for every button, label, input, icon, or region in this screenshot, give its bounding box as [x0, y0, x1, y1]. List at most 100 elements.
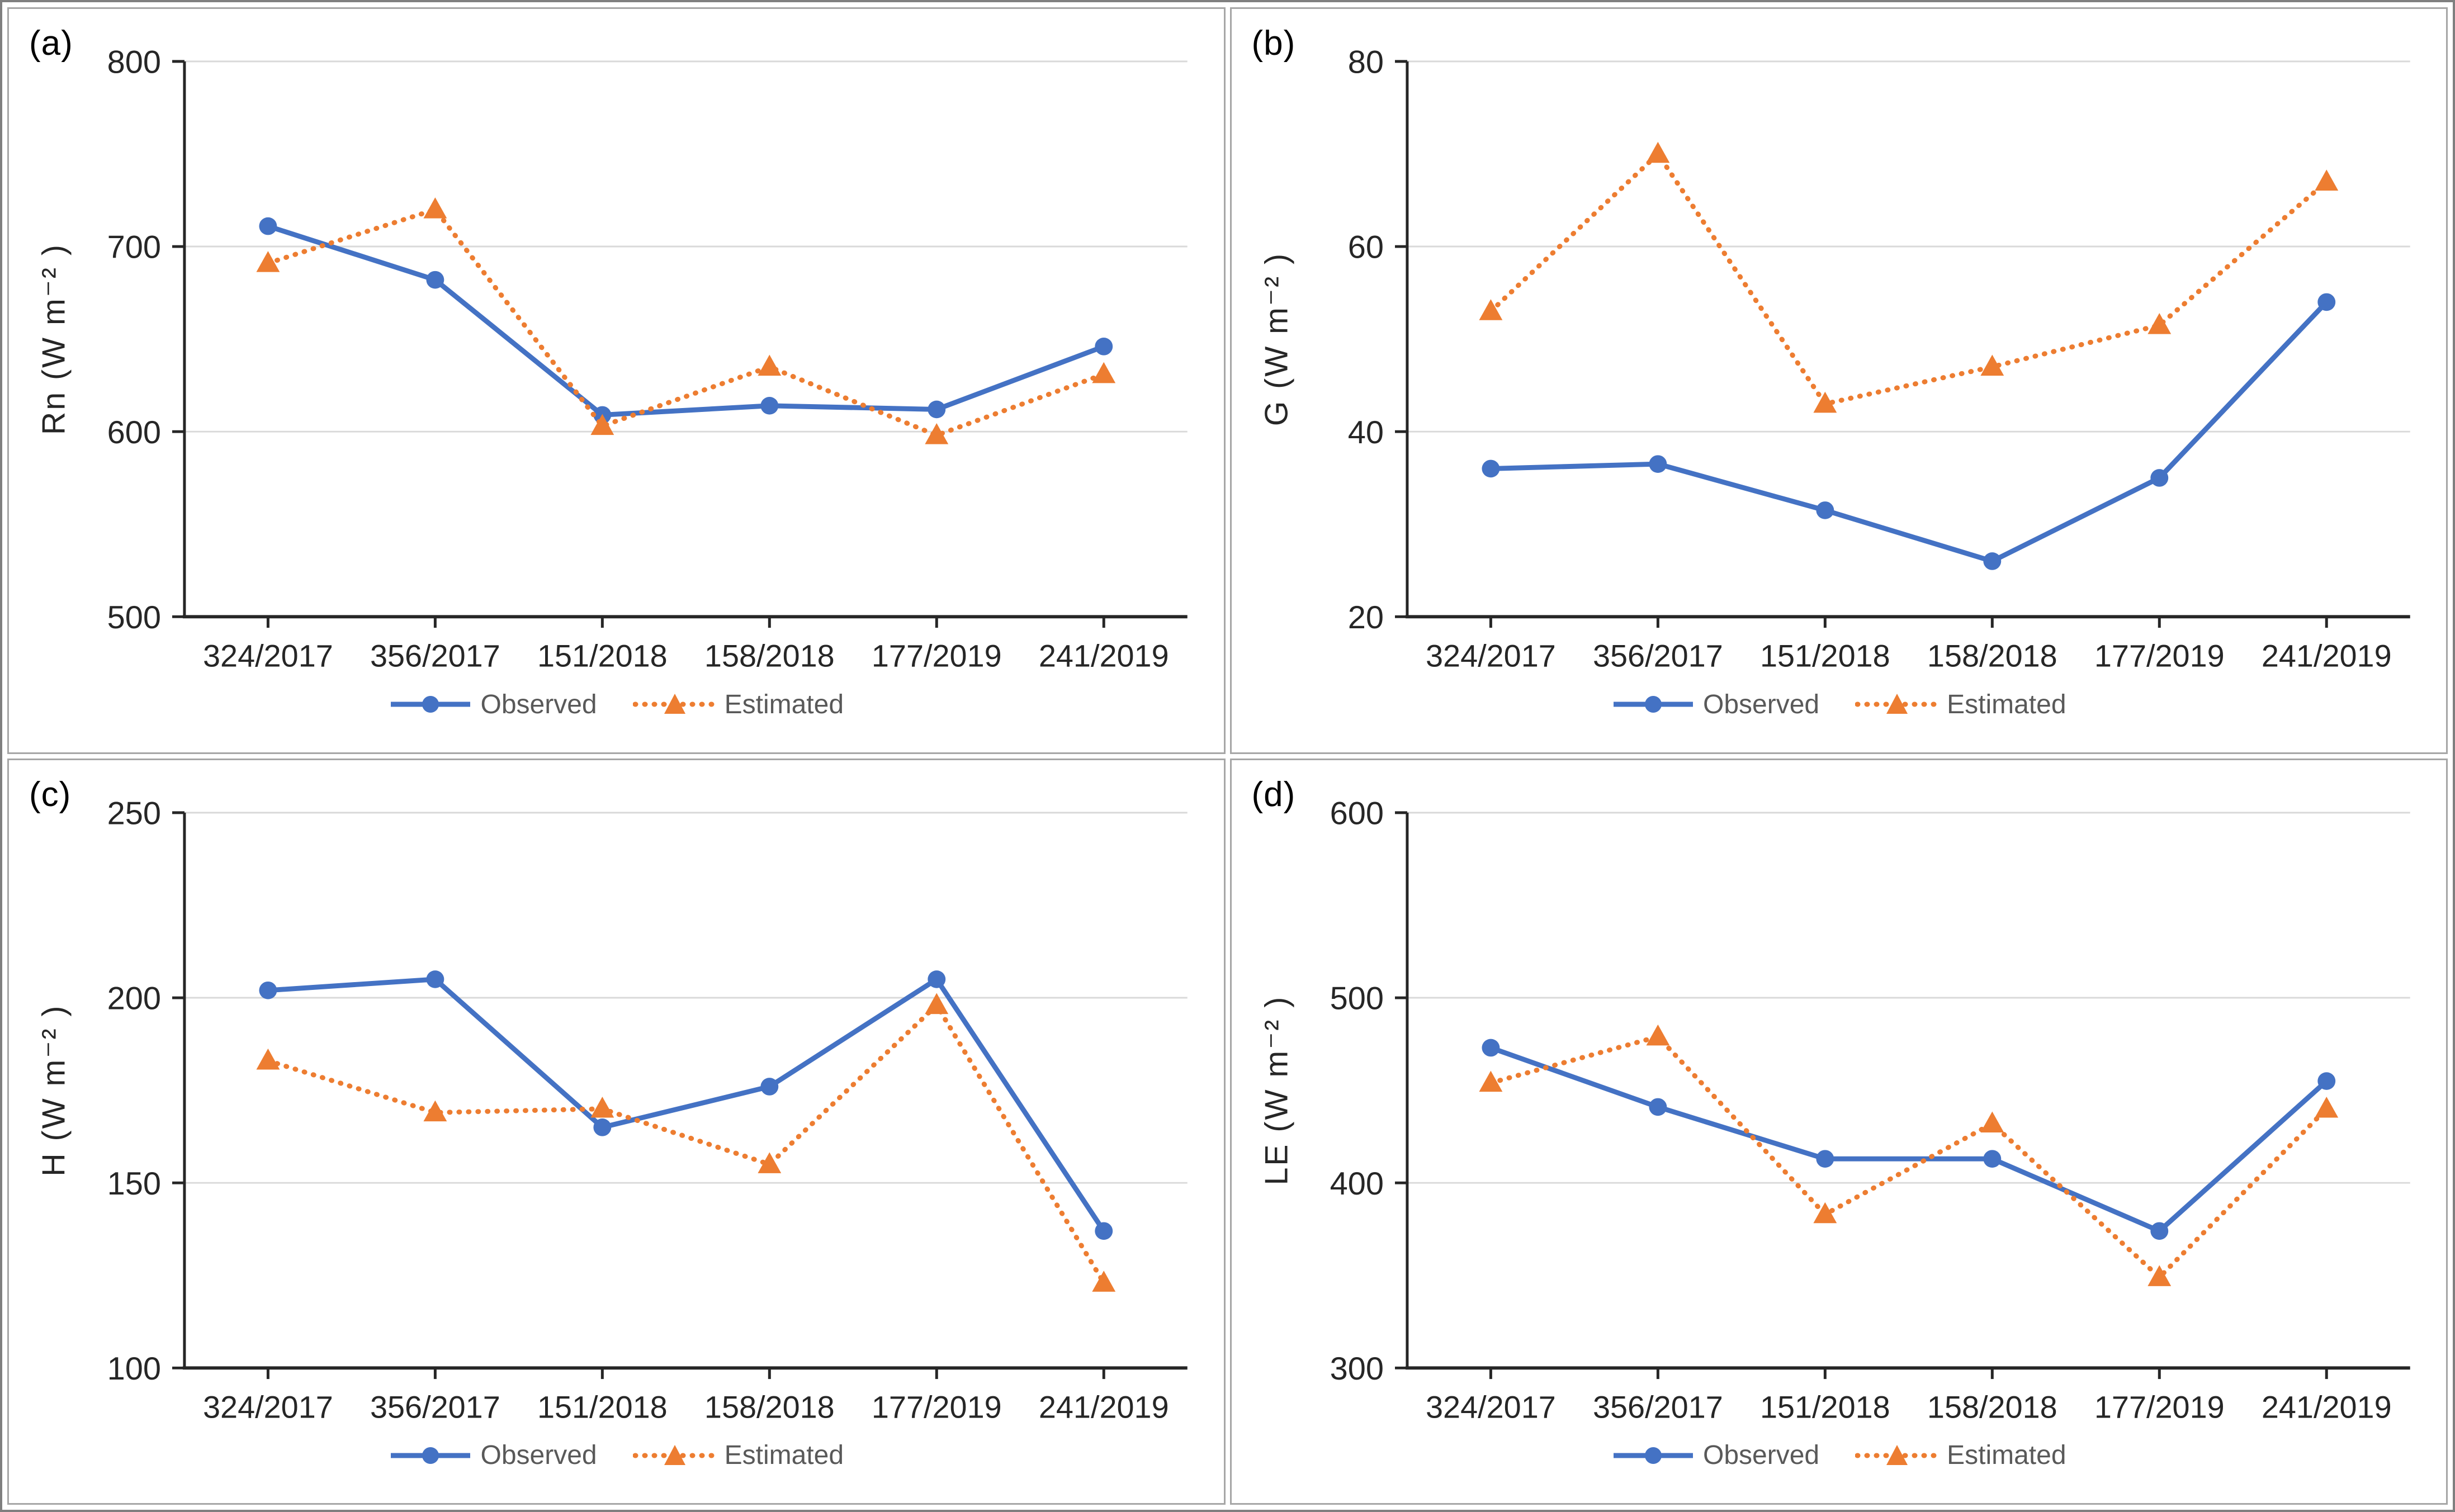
observed-line — [268, 975, 1106, 1233]
estimated-line — [265, 1001, 1106, 1285]
observed-marker-icon — [1095, 1221, 1113, 1240]
y-tick-label: 20 — [1347, 600, 1383, 636]
estimated-marker-icon — [2314, 1096, 2338, 1118]
estimated-line-marker-icon — [1855, 694, 1940, 714]
observed-marker-icon — [760, 1077, 779, 1096]
y-axis-title: LE (W m⁻² ) — [1259, 995, 1294, 1185]
observed-marker-icon — [1648, 1098, 1667, 1116]
estimated-marker-icon — [1478, 299, 1502, 320]
estimated-line-marker-icon — [632, 1444, 717, 1465]
estimated-marker-icon — [1645, 141, 1669, 163]
x-tick-label: 324/2017 — [1426, 638, 1556, 673]
panel-a: (a) 500 600 700 800 324/2017 356/2017 151/2018… — [7, 7, 1226, 754]
chart-d-plot: 300 400 500 600 324/2017 356/2017 151/2018 158/… — [1259, 795, 2410, 1424]
legend-b: Observed Estimated — [1232, 689, 2447, 720]
y-tick-label: 60 — [1347, 230, 1383, 266]
estimated-marker-icon — [423, 1100, 447, 1121]
x-tick-label: 158/2018 — [704, 1390, 835, 1424]
x-tick-label: 177/2019 — [2094, 638, 2224, 673]
legend-c: Observed Estimated — [9, 1440, 1224, 1471]
observed-marker-icon — [1648, 455, 1667, 473]
legend-d: Observed Estimated — [1232, 1440, 2447, 1471]
y-tick-label: 150 — [107, 1166, 161, 1202]
observed-marker-icon — [1095, 338, 1113, 356]
estimated-line-marker-icon — [1855, 1444, 1940, 1465]
observed-line — [1490, 300, 2329, 564]
estimated-marker-icon — [758, 1151, 782, 1173]
estimated-marker-icon — [1092, 1270, 1116, 1292]
legend-estimated-label: Estimated — [1947, 689, 2066, 719]
estimated-marker-icon — [1645, 1024, 1669, 1045]
observed-marker-icon — [1815, 1149, 1834, 1168]
x-tick-label: 151/2018 — [537, 638, 668, 673]
estimated-marker-icon — [758, 354, 782, 376]
y-axis-title: Rn (W m⁻² ) — [36, 243, 72, 435]
y-tick-label: 200 — [107, 980, 161, 1016]
observed-line-marker-icon — [1613, 696, 1693, 713]
y-axis-title: H (W m⁻² ) — [36, 1004, 72, 1176]
legend-estimated-label: Estimated — [724, 1440, 844, 1470]
legend-estimated-item: Estimated — [1855, 689, 2066, 720]
y-tick-label: 400 — [1330, 1166, 1383, 1202]
legend-estimated-item: Estimated — [632, 1440, 844, 1471]
observed-line-marker-icon — [1613, 1447, 1693, 1464]
legend-estimated-item: Estimated — [1855, 1440, 2066, 1471]
y-tick-label: 800 — [107, 45, 161, 80]
x-tick-label: 356/2017 — [1592, 1390, 1723, 1424]
estimated-marker-icon — [256, 1048, 280, 1069]
x-tick-label: 241/2019 — [1039, 1390, 1169, 1424]
estimated-marker-icon — [925, 993, 949, 1014]
legend-observed-label: Observed — [1702, 1440, 1820, 1470]
legend-observed-item: Observed — [389, 1440, 597, 1471]
legend-observed-label: Observed — [480, 689, 597, 719]
x-tick-label: 241/2019 — [1039, 638, 1169, 673]
x-tick-label: 158/2018 — [1927, 638, 2057, 673]
panel-c: (c) 100 150 200 250 324/2017 356/2017 151/2018… — [7, 758, 1226, 1505]
estimated-line — [265, 206, 1106, 438]
observed-marker-icon — [928, 400, 946, 419]
legend-a: Observed Estimated — [9, 689, 1224, 720]
panel-letter-d: (d) — [1251, 775, 1296, 814]
panel-letter-c: (c) — [29, 775, 72, 814]
y-tick-label: 100 — [107, 1351, 161, 1387]
observed-marker-icon — [1815, 501, 1834, 519]
observed-line-marker-icon — [391, 1447, 471, 1464]
estimated-marker-icon — [1478, 1070, 1502, 1092]
observed-marker-icon — [259, 217, 277, 235]
x-tick-label: 158/2018 — [1927, 1390, 2057, 1424]
legend-observed-item: Observed — [1611, 1440, 1819, 1471]
x-tick-label: 151/2018 — [1759, 638, 1890, 673]
chart-a-plot: 500 600 700 800 324/2017 356/2017 151/2018 158/… — [36, 45, 1188, 673]
estimated-marker-icon — [2147, 1264, 2171, 1286]
y-tick-label: 500 — [107, 600, 161, 636]
x-tick-label: 324/2017 — [203, 1390, 333, 1424]
x-tick-label: 356/2017 — [370, 1390, 500, 1424]
estimated-marker-icon — [2314, 169, 2338, 191]
panel-letter-b: (b) — [1251, 24, 1296, 63]
observed-line — [267, 224, 1105, 418]
y-tick-label: 80 — [1347, 45, 1383, 80]
observed-marker-icon — [1481, 459, 1500, 478]
observed-marker-icon — [2317, 293, 2335, 311]
estimated-marker-icon — [1980, 1111, 2004, 1132]
legend-observed-item: Observed — [389, 689, 597, 720]
observed-marker-icon — [1983, 1149, 2001, 1168]
estimated-marker-icon — [423, 197, 447, 219]
panel-d: (d) 300 400 500 600 324/2017 356/2017 151/2018… — [1229, 758, 2448, 1505]
x-tick-label: 356/2017 — [1592, 638, 1723, 673]
y-axis-title: G (W m⁻² ) — [1259, 252, 1294, 426]
estimated-line-marker-icon — [632, 694, 717, 714]
observed-marker-icon — [928, 970, 946, 988]
estimated-marker-icon — [590, 414, 614, 435]
legend-observed-item: Observed — [1611, 689, 1819, 720]
x-tick-label: 324/2017 — [203, 638, 333, 673]
observed-marker-icon — [2150, 1221, 2168, 1240]
legend-observed-label: Observed — [480, 1440, 597, 1470]
x-tick-label: 177/2019 — [872, 638, 1002, 673]
estimated-marker-icon — [1980, 354, 2004, 376]
legend-estimated-item: Estimated — [632, 689, 844, 720]
observed-marker-icon — [1481, 1039, 1500, 1056]
x-tick-label: 241/2019 — [2261, 638, 2391, 673]
estimated-marker-icon — [1813, 391, 1837, 413]
y-tick-label: 40 — [1347, 415, 1383, 451]
